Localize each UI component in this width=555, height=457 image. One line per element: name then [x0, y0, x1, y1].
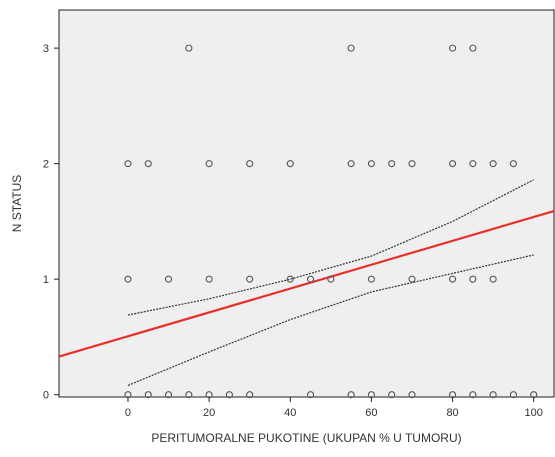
data-point	[286, 160, 294, 168]
y-tick-label: 1	[43, 274, 49, 286]
data-point	[205, 160, 213, 168]
data-point	[469, 275, 477, 283]
data-point	[307, 391, 315, 399]
data-point	[185, 44, 193, 52]
data-point	[164, 391, 173, 399]
data-point	[327, 275, 335, 283]
data-point	[449, 44, 457, 52]
data-point	[388, 391, 396, 399]
data-point	[205, 275, 213, 283]
data-point	[509, 391, 517, 399]
data-point	[185, 391, 193, 399]
data-point	[367, 275, 375, 283]
axes	[54, 47, 535, 402]
fit-line-group	[58, 209, 555, 358]
data-point	[307, 275, 315, 283]
y-tick-label: 3	[43, 43, 49, 55]
data-point	[449, 275, 457, 283]
data-point	[489, 391, 497, 399]
y-axis-title: N STATUS	[10, 175, 24, 233]
data-points	[124, 44, 538, 399]
data-point	[124, 160, 132, 168]
data-point	[124, 275, 132, 283]
confidence-band	[127, 179, 534, 386]
data-point	[246, 275, 254, 283]
data-point	[246, 391, 254, 399]
data-point	[286, 275, 294, 283]
data-point	[469, 391, 477, 399]
data-point	[225, 391, 233, 399]
plot-area	[58, 9, 555, 398]
data-point	[509, 160, 517, 168]
tick-labels: 0 20 40 60 80 100 0 1 2 3	[43, 43, 543, 419]
data-point	[489, 275, 497, 283]
data-point	[408, 275, 416, 283]
data-point	[408, 391, 416, 399]
data-point	[347, 44, 355, 52]
x-axis-title: PERITUMORALNE PUKOTINE (UKUPAN % U TUMOR…	[151, 431, 461, 445]
data-point	[388, 160, 396, 168]
y-tick-label: 0	[43, 390, 49, 402]
data-point	[449, 160, 457, 168]
data-point	[469, 160, 477, 168]
confidence-lower-line	[127, 254, 534, 386]
data-point	[469, 44, 477, 52]
data-point	[489, 160, 497, 168]
confidence-upper-line	[127, 179, 534, 316]
data-point	[408, 160, 416, 168]
x-tick-label: 60	[365, 407, 377, 419]
data-point	[144, 391, 152, 399]
x-tick-label: 80	[446, 407, 458, 419]
x-tick-label: 20	[203, 407, 215, 419]
x-tick-label: 100	[525, 407, 543, 419]
data-point	[347, 391, 355, 399]
x-tick-label: 40	[284, 407, 296, 419]
data-point	[144, 160, 152, 168]
data-point	[347, 160, 355, 168]
fit-line	[58, 209, 555, 358]
y-tick-label: 2	[43, 159, 49, 171]
data-point	[246, 160, 254, 168]
x-tick-label: 0	[125, 407, 131, 419]
data-point	[367, 160, 375, 168]
data-point	[164, 275, 173, 283]
